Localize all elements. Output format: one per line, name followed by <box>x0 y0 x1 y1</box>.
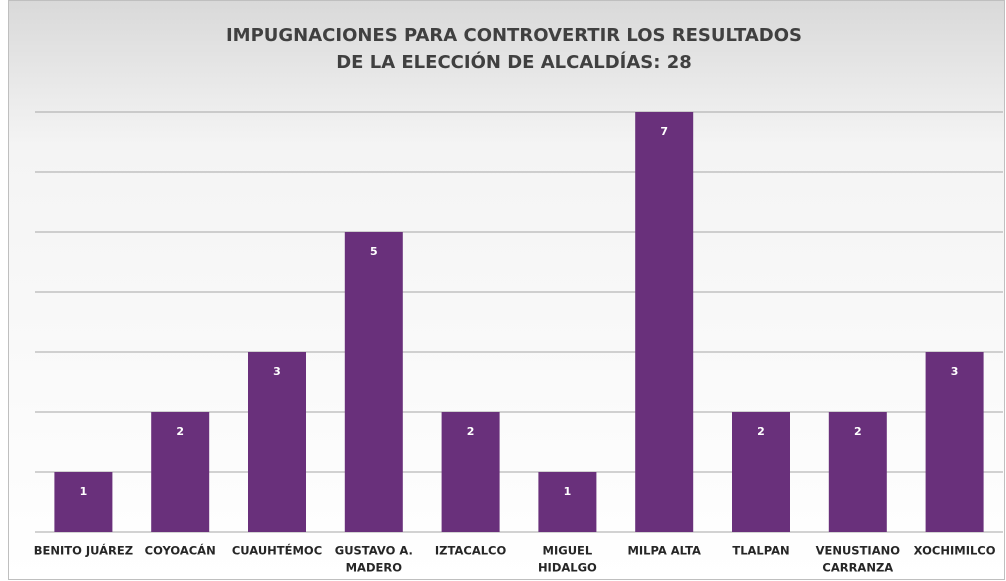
x-tick-label: COYOACÁN <box>145 543 216 558</box>
chart-title: IMPUGNACIONES PARA CONTROVERTIR LOS RESU… <box>226 25 802 46</box>
data-label: 3 <box>951 365 959 378</box>
bar <box>538 472 597 532</box>
bar <box>54 472 113 532</box>
x-tick-label: GUSTAVO A. <box>335 544 413 558</box>
data-label: 7 <box>660 125 668 138</box>
data-label: 2 <box>757 425 765 438</box>
data-label: 5 <box>370 245 378 258</box>
data-label: 1 <box>80 485 88 498</box>
x-tick-label: MADERO <box>346 561 403 575</box>
data-label: 2 <box>176 425 184 438</box>
bar <box>248 352 306 532</box>
x-tick-label: CARRANZA <box>822 561 893 575</box>
bar <box>732 412 790 532</box>
x-tick-label: MILPA ALTA <box>627 544 701 558</box>
x-tick-label: BENITO JUÁREZ <box>34 543 133 558</box>
data-label: 1 <box>564 485 572 498</box>
bar <box>925 352 984 532</box>
x-tick-label: XOCHIMILCO <box>914 544 996 558</box>
data-label: 2 <box>467 425 475 438</box>
bar <box>828 412 887 532</box>
bar <box>441 412 500 532</box>
bar <box>151 412 210 532</box>
chart-title: DE LA ELECCIÓN DE ALCALDÍAS: 28 <box>336 51 692 73</box>
x-tick-label: HIDALGO <box>538 561 597 575</box>
bar <box>635 112 694 532</box>
x-tick-label: TLALPAN <box>732 544 789 558</box>
x-tick-label: IZTACALCO <box>435 544 507 558</box>
x-tick-label: CUAUHTÉMOC <box>232 543 322 558</box>
data-label: 3 <box>273 365 281 378</box>
data-label: 2 <box>854 425 862 438</box>
x-tick-label: MIGUEL <box>543 544 593 558</box>
x-tick-label: VENUSTIANO <box>816 544 901 558</box>
bar <box>344 232 403 532</box>
